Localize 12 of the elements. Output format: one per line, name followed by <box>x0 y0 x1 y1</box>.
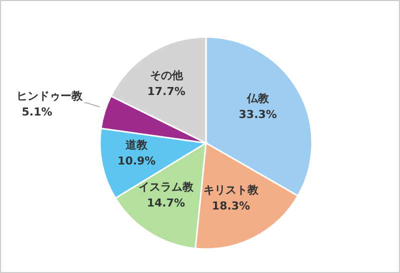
slice-label: 道教 <box>124 138 149 152</box>
data-label: 33.3% <box>238 108 277 122</box>
data-label: 5.1% <box>22 106 52 119</box>
data-label: 10.9% <box>118 154 156 168</box>
data-label: 14.7% <box>146 196 186 210</box>
slice-label: ヒンドゥー教 <box>16 90 84 103</box>
data-label: 17.7% <box>147 85 186 98</box>
data-label: 18.3% <box>212 199 250 212</box>
slice-label: イスラム教 <box>138 180 194 194</box>
slice-label: 仏教 <box>246 92 270 106</box>
slice-label: キリスト教 <box>204 183 260 196</box>
slice-label: その他 <box>150 69 184 82</box>
